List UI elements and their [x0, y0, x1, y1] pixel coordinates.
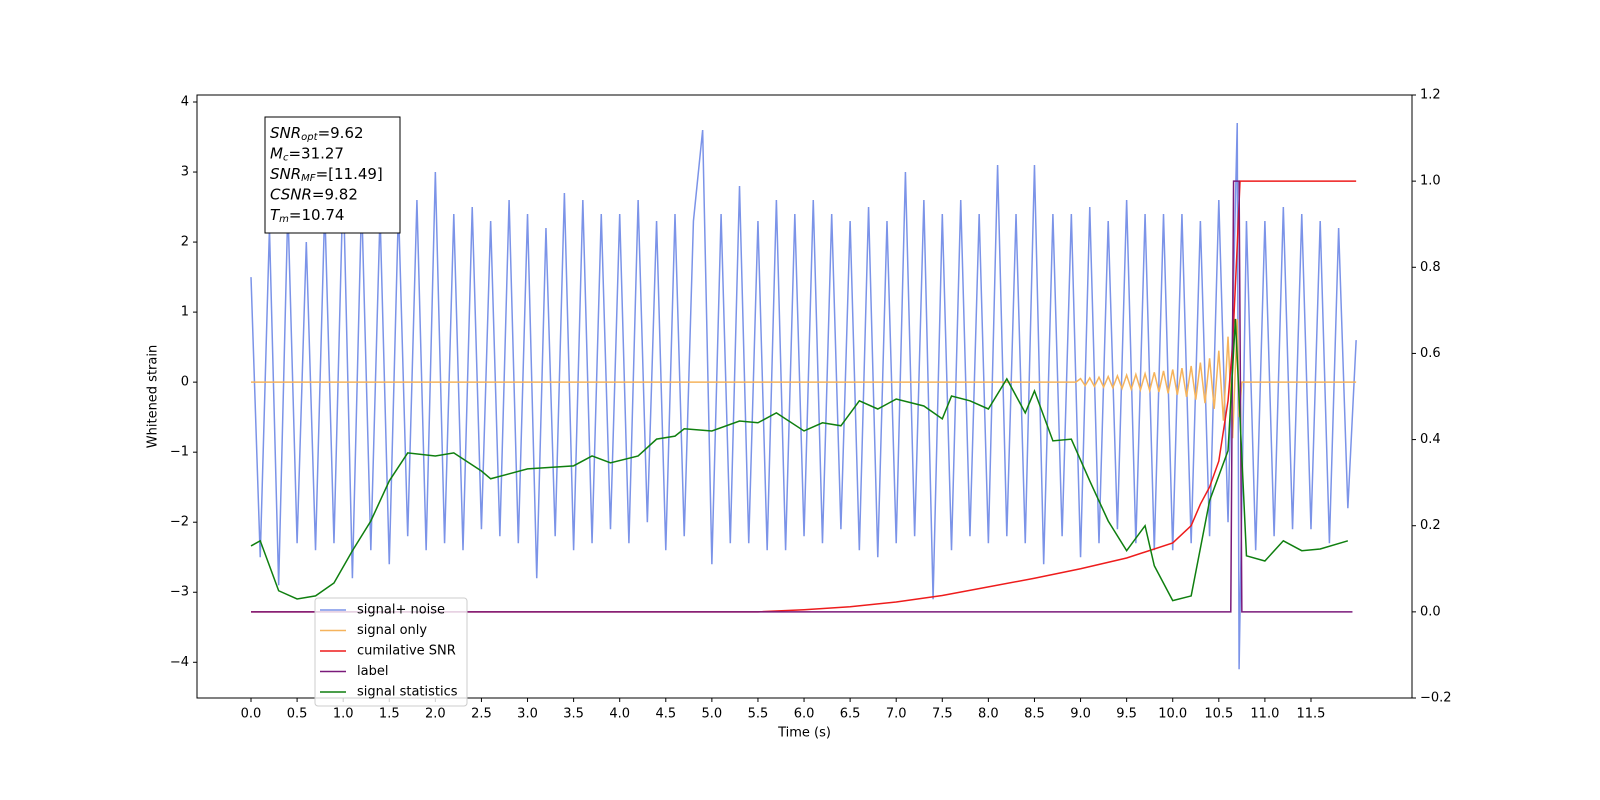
annotation-value: =[11.49] — [316, 165, 383, 183]
annotation-symbol: CSNR — [270, 185, 312, 203]
x-tick-label: 9.5 — [1116, 707, 1137, 722]
x-tick-label: 2.5 — [471, 707, 492, 722]
series-line — [251, 319, 1357, 439]
annotation-value: =31.27 — [288, 144, 344, 162]
x-tick-label: 10.0 — [1158, 707, 1187, 722]
x-tick-label: 8.5 — [1024, 707, 1045, 722]
x-tick-label: 7.5 — [932, 707, 953, 722]
y-tick-label: 0 — [181, 375, 189, 390]
x-tick-label: 1.5 — [379, 707, 400, 722]
y2-tick-label: 0.6 — [1420, 346, 1441, 361]
y-tick-label: 1 — [181, 305, 189, 320]
x-tick-label: 1.0 — [333, 707, 354, 722]
x-tick-label: 8.0 — [978, 707, 999, 722]
y2-tick-label: 1.2 — [1420, 88, 1441, 103]
y2-tick-label: 0.8 — [1420, 260, 1441, 275]
legend-box — [314, 597, 468, 707]
annotation-symbol: SNR — [270, 124, 301, 142]
y-tick-label: −2 — [170, 515, 189, 530]
y2-tick-label: 0.2 — [1420, 518, 1441, 533]
x-tick-label: 5.5 — [748, 707, 769, 722]
x-tick-label: 11.5 — [1297, 707, 1326, 722]
x-tick-label: 0.5 — [287, 707, 308, 722]
annotation: Mc=31.27 — [270, 144, 344, 164]
x-tick-label: 2.0 — [425, 707, 446, 722]
y2-tick-label: 1.0 — [1420, 174, 1441, 189]
x-tick-label: 6.5 — [840, 707, 861, 722]
annotation-symbol: M — [270, 144, 283, 162]
annotation: SNRMF=[11.49] — [270, 165, 383, 185]
annotation-value: =10.74 — [289, 206, 345, 224]
y-tick-label: −3 — [170, 585, 189, 600]
x-axis-label: Time (s) — [777, 726, 831, 741]
y2-tick-label: 0.0 — [1420, 604, 1441, 619]
y2-tick-label: −0.2 — [1420, 691, 1452, 706]
annotation-value: =9.82 — [312, 185, 358, 203]
annotation: Tm=10.74 — [270, 206, 344, 226]
x-tick-label: 10.5 — [1204, 707, 1233, 722]
y-tick-label: 3 — [181, 165, 189, 180]
legend-label: signal+ noise — [357, 603, 445, 618]
x-tick-label: 3.5 — [563, 707, 584, 722]
series-line — [250, 318, 1349, 602]
series-line — [251, 180, 1353, 613]
x-tick-label: 6.0 — [794, 707, 815, 722]
x-tick-label: 5.0 — [702, 707, 723, 722]
annotation-sub: c — [283, 153, 289, 164]
x-tick-label: 0.0 — [241, 707, 262, 722]
legend-label: cumilative SNR — [357, 644, 456, 659]
annotation-sub: MF — [301, 173, 316, 184]
x-tick-label: 3.0 — [517, 707, 538, 722]
x-tick-label: 11.0 — [1250, 707, 1279, 722]
plot-area — [250, 122, 1357, 670]
x-tick-label: 7.0 — [886, 707, 907, 722]
x-tick-label: 4.0 — [609, 707, 630, 722]
legend-label: label — [357, 664, 388, 679]
x-tick-label: 4.5 — [655, 707, 676, 722]
y-axis-label: Whitened strain — [146, 345, 161, 448]
y-tick-label: 4 — [181, 95, 189, 110]
y-tick-label: −1 — [170, 445, 189, 460]
series-line — [250, 122, 1357, 670]
annotation: CSNR=9.82 — [270, 185, 358, 203]
annotation-sub: m — [279, 214, 289, 225]
annotation-sub: opt — [301, 132, 318, 143]
annotation-box — [264, 116, 401, 234]
annotation-value: =9.62 — [318, 124, 364, 142]
annotation: SNRopt=9.62 — [270, 124, 364, 144]
legend-label: signal statistics — [357, 685, 458, 700]
annotation-symbol: T — [270, 206, 281, 224]
y-tick-label: 2 — [181, 235, 189, 250]
legend-label: signal only — [357, 623, 427, 638]
annotation-symbol: SNR — [270, 165, 301, 183]
y2-tick-label: 0.4 — [1420, 432, 1441, 447]
x-tick-label: 9.0 — [1070, 707, 1091, 722]
y-tick-label: −4 — [170, 655, 189, 670]
